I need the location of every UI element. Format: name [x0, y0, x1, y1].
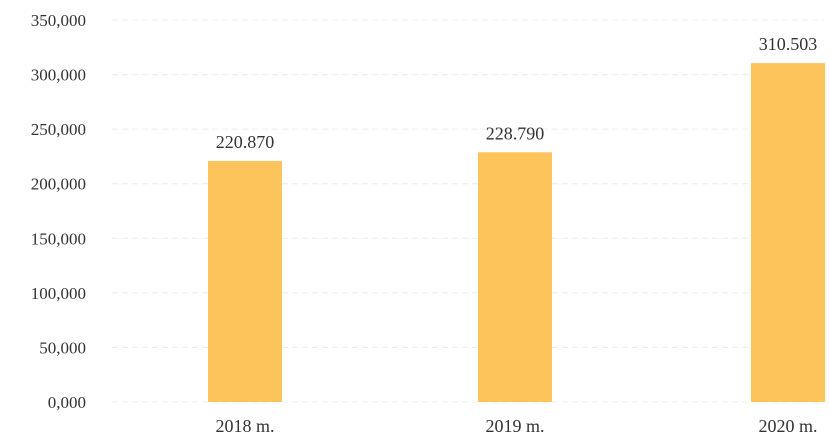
bar	[208, 160, 282, 402]
y-tick-label: 0,000	[48, 393, 86, 412]
bar-data-label: 228.790	[486, 123, 545, 143]
y-tick-label: 350,000	[31, 11, 86, 30]
y-tick-label: 150,000	[31, 229, 86, 248]
y-tick-label: 100,000	[31, 284, 86, 303]
y-tick-label: 200,000	[31, 175, 86, 194]
y-tick-label: 250,000	[31, 120, 86, 139]
y-tick-label: 50,000	[39, 338, 86, 357]
bar	[478, 152, 552, 402]
y-axis-tick-labels: 0,000 50,000 100,000 150,000 200,000 250,000 3…	[31, 11, 86, 412]
bars	[208, 63, 825, 402]
x-category-label: 2019 m.	[485, 416, 544, 436]
data-labels: 220.870 228.790 310.503	[216, 34, 818, 152]
x-category-label: 2020 m.	[758, 416, 817, 436]
bar-data-label: 310.503	[759, 34, 818, 54]
x-axis-category-labels: 2018 m. 2019 m. 2020 m.	[215, 416, 817, 436]
bar-data-label: 220.870	[216, 132, 275, 152]
y-tick-label: 300,000	[31, 66, 86, 85]
gridlines	[112, 19, 824, 403]
x-category-label: 2018 m.	[215, 416, 274, 436]
bar	[751, 63, 825, 402]
